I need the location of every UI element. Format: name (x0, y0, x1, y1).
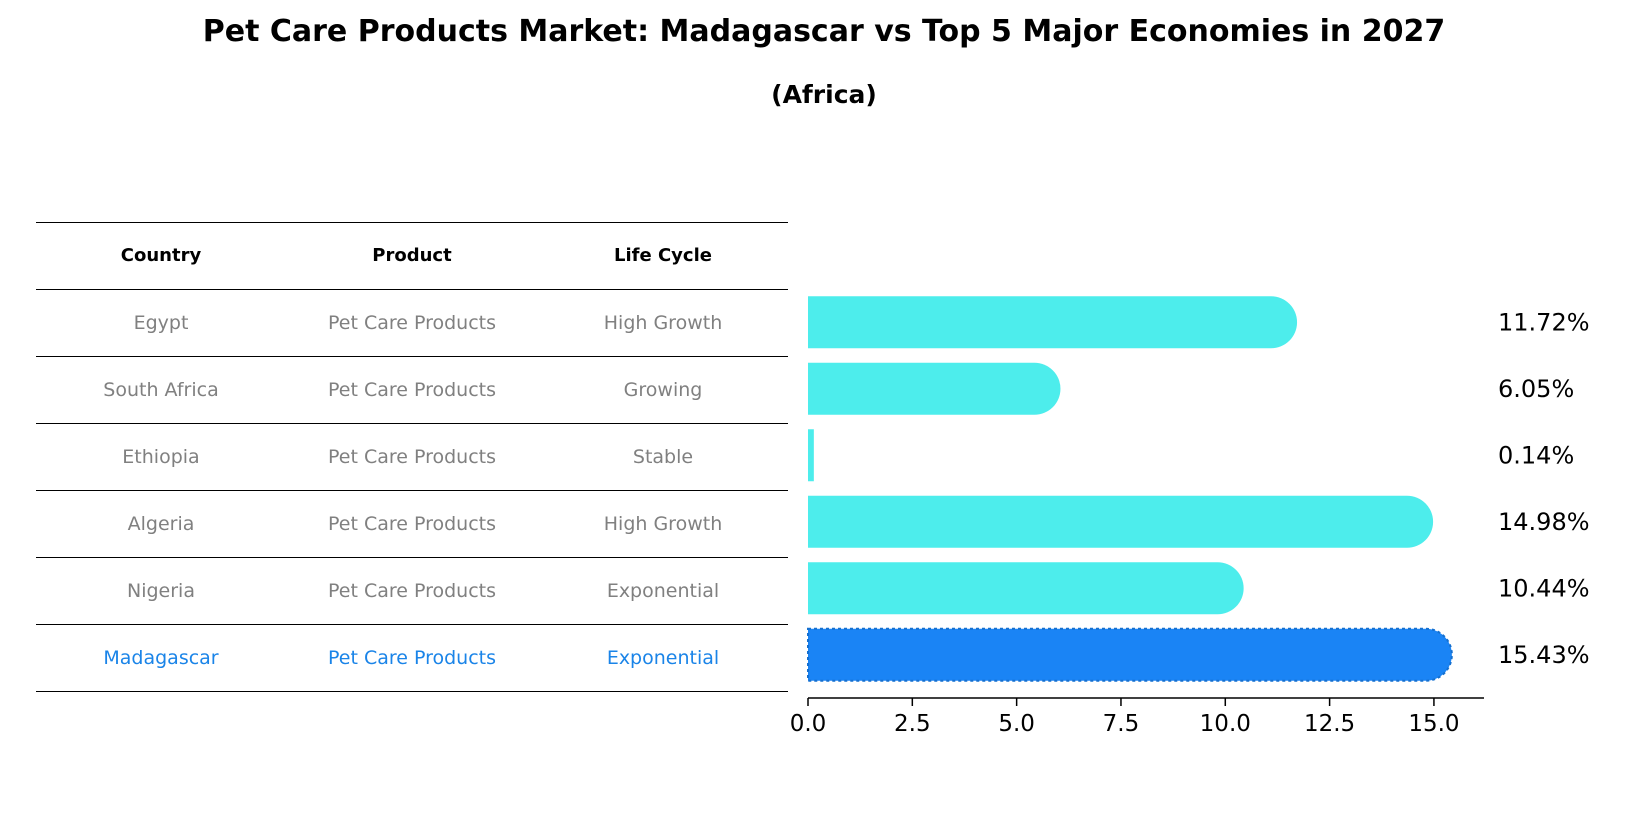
x-tick-label: 2.5 (894, 711, 931, 737)
product-cell: Pet Care Products (327, 379, 497, 401)
header-product: Product (372, 245, 452, 266)
header-country: Country (120, 245, 202, 266)
life-cycle-cell: High Growth (603, 312, 723, 334)
product-cell: Pet Care Products (327, 513, 497, 535)
life-cycle-cell: Exponential (606, 580, 720, 602)
product-cell: Pet Care Products (327, 312, 497, 334)
x-tick-label: 15.0 (1408, 711, 1459, 737)
life-cycle-cell: Stable (632, 446, 694, 468)
chart-title: Pet Care Products Market: Madagascar vs … (202, 14, 1446, 49)
value-label: 11.72% (1498, 308, 1590, 336)
product-cell: Pet Care Products (327, 580, 497, 602)
product-cell: Pet Care Products (327, 647, 497, 669)
country-cell: Nigeria (127, 580, 195, 602)
value-label: 0.14% (1498, 441, 1574, 469)
bar (808, 495, 1434, 548)
life-cycle-cell: High Growth (603, 513, 723, 535)
country-cell: Algeria (127, 513, 195, 535)
value-label: 6.05% (1498, 375, 1574, 403)
bar-highlight (807, 627, 1453, 682)
life-cycle-cell: Exponential (606, 647, 720, 669)
chart-subtitle: (Africa) (771, 80, 877, 109)
table-row: Algeria Pet Care Products High Growth (36, 490, 788, 557)
product-cell: Pet Care Products (327, 446, 497, 468)
x-tick-label: 7.5 (1103, 711, 1140, 737)
x-tick-label: 0.0 (790, 711, 827, 737)
value-label: 15.43% (1498, 641, 1590, 669)
life-cycle-cell: Growing (623, 379, 703, 401)
table-row: Egypt Pet Care Products High Growth (36, 289, 788, 356)
table-row-highlight: Madagascar Pet Care Products Exponential (36, 624, 788, 692)
country-cell: South Africa (103, 379, 219, 401)
bar (808, 362, 1061, 415)
value-label: 14.98% (1498, 508, 1590, 536)
country-cell: Madagascar (103, 647, 219, 669)
country-cell: Ethiopia (122, 446, 200, 468)
bar (808, 296, 1298, 349)
x-tick-label: 12.5 (1304, 711, 1355, 737)
header-life-cycle: Life Cycle (614, 245, 712, 266)
x-tick-label: 10.0 (1200, 711, 1251, 737)
bar (808, 429, 814, 482)
bar (808, 562, 1244, 615)
table-header-row: Country Product Life Cycle (36, 222, 788, 289)
table-row: Nigeria Pet Care Products Exponential (36, 557, 788, 624)
table-row: Ethiopia Pet Care Products Stable (36, 423, 788, 490)
value-label: 10.44% (1498, 574, 1590, 602)
country-cell: Egypt (133, 312, 189, 334)
data-table: Country Product Life Cycle Egypt Pet Car… (36, 222, 788, 692)
table-row: South Africa Pet Care Products Growing (36, 356, 788, 423)
x-tick-label: 5.0 (998, 711, 1035, 737)
